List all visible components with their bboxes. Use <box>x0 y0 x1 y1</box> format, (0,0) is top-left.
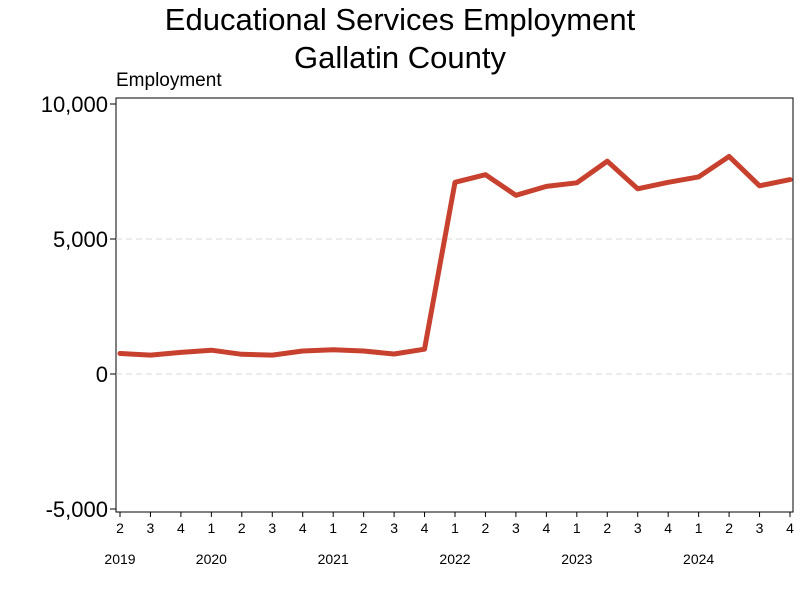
series-line <box>117 153 793 358</box>
grid-layer <box>116 238 793 375</box>
x-tick-label: 2 <box>360 520 368 536</box>
x-tick-label: 2 <box>482 520 490 536</box>
x-tick-label: 1 <box>329 520 337 536</box>
x-tick-label: 1 <box>695 520 703 536</box>
x-tick-label: 4 <box>421 520 429 536</box>
x-tick-label: 3 <box>268 520 276 536</box>
x-axis-ticks: 2 3 4 1 2 3 4 1 2 3 4 1 2 3 4 1 2 3 4 1 2 3 4 2019 2020 2021 2022 2… <box>104 512 794 567</box>
y-tick-label: 5,000 <box>53 227 108 252</box>
x-tick-label: 3 <box>756 520 764 536</box>
x-tick-label: 1 <box>573 520 581 536</box>
x-tick-label: 3 <box>147 520 155 536</box>
plot-frame <box>115 97 794 513</box>
x-tick-label: 3 <box>512 520 520 536</box>
x-tick-label: 4 <box>786 520 794 536</box>
x-tick-label: 1 <box>451 520 459 536</box>
x-year-label: 2024 <box>683 551 714 567</box>
x-tick-label: 2 <box>603 520 611 536</box>
y-axis-label: Employment <box>116 70 222 91</box>
x-tick-label: 3 <box>390 520 398 536</box>
x-tick-label: 4 <box>664 520 672 536</box>
x-year-label: 2019 <box>104 551 135 567</box>
x-tick-label: 4 <box>177 520 185 536</box>
y-tick-label: 0 <box>96 362 108 387</box>
chart-title-line-1: Educational Services Employment <box>165 2 636 37</box>
x-year-label: 2020 <box>196 551 227 567</box>
x-year-label: 2022 <box>439 551 470 567</box>
x-tick-label: 4 <box>542 520 550 536</box>
x-year-label: 2023 <box>561 551 592 567</box>
x-tick-label: 2 <box>725 520 733 536</box>
x-tick-label: 1 <box>207 520 215 536</box>
x-tick-label: 3 <box>634 520 642 536</box>
y-tick-label: -5,000 <box>46 497 108 522</box>
y-axis-ticks: 10,000 5,000 0 -5,000 <box>41 92 116 522</box>
chart-title-line-2: Gallatin County <box>294 40 506 75</box>
x-tick-label: 4 <box>299 520 307 536</box>
x-tick-label: 2 <box>238 520 246 536</box>
series-layer <box>117 153 793 358</box>
x-tick-label: 2 <box>116 520 124 536</box>
x-year-label: 2021 <box>318 551 349 567</box>
y-tick-label: 10,000 <box>41 92 108 117</box>
